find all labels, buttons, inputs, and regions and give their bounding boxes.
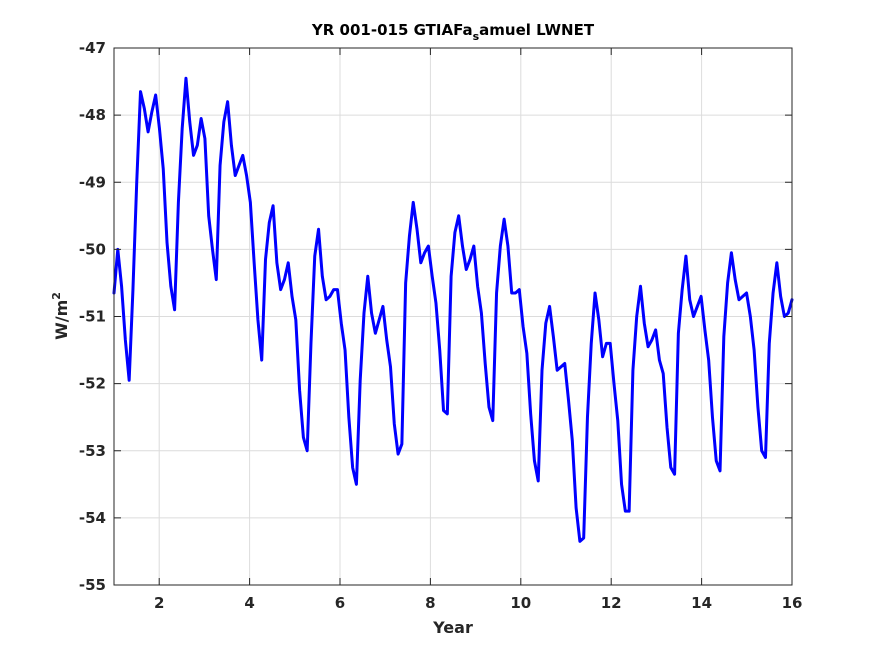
y-tick-label: -48: [79, 106, 106, 124]
x-tick-label: 10: [510, 594, 531, 612]
y-tick-label: -50: [79, 240, 106, 258]
x-tick-label: 12: [601, 594, 622, 612]
x-tick-label: 8: [425, 594, 435, 612]
chart-title: YR 001-015 GTIAFasamuel LWNET: [311, 21, 595, 43]
x-axis-label: Year: [432, 618, 473, 637]
axes: [113, 47, 793, 586]
y-tick-label: -55: [79, 576, 106, 594]
y-tick-label: -47: [79, 39, 106, 57]
y-axis-label: W/m2: [50, 292, 71, 340]
y-axis-label-base: W/m: [52, 300, 71, 340]
chart-title-main: YR 001-015 GTIAFa: [311, 21, 473, 39]
y-tick-label: -49: [79, 173, 106, 191]
tick-labels: 2 4 6 8 10 12 14 16 -55 -54 -53 -52 -51 -50 -49 -48 -47: [79, 39, 803, 612]
y-axis-label-superscript: 2: [50, 292, 63, 300]
x-tick-label: 6: [335, 594, 345, 612]
y-tick-label: -52: [79, 375, 106, 393]
y-tick-label: -54: [79, 509, 106, 527]
x-tick-label: 2: [154, 594, 164, 612]
chart-title-rest: amuel LWNET: [479, 21, 595, 39]
x-tick-label: 16: [782, 594, 803, 612]
y-tick-label: -53: [79, 442, 106, 460]
x-tick-label: 14: [691, 594, 712, 612]
y-tick-label: -51: [79, 308, 106, 326]
series-layer: [112, 76, 794, 543]
x-tick-label: 4: [244, 594, 254, 612]
series-line-1: [112, 76, 794, 543]
chart-title-subscript: s: [473, 30, 480, 43]
